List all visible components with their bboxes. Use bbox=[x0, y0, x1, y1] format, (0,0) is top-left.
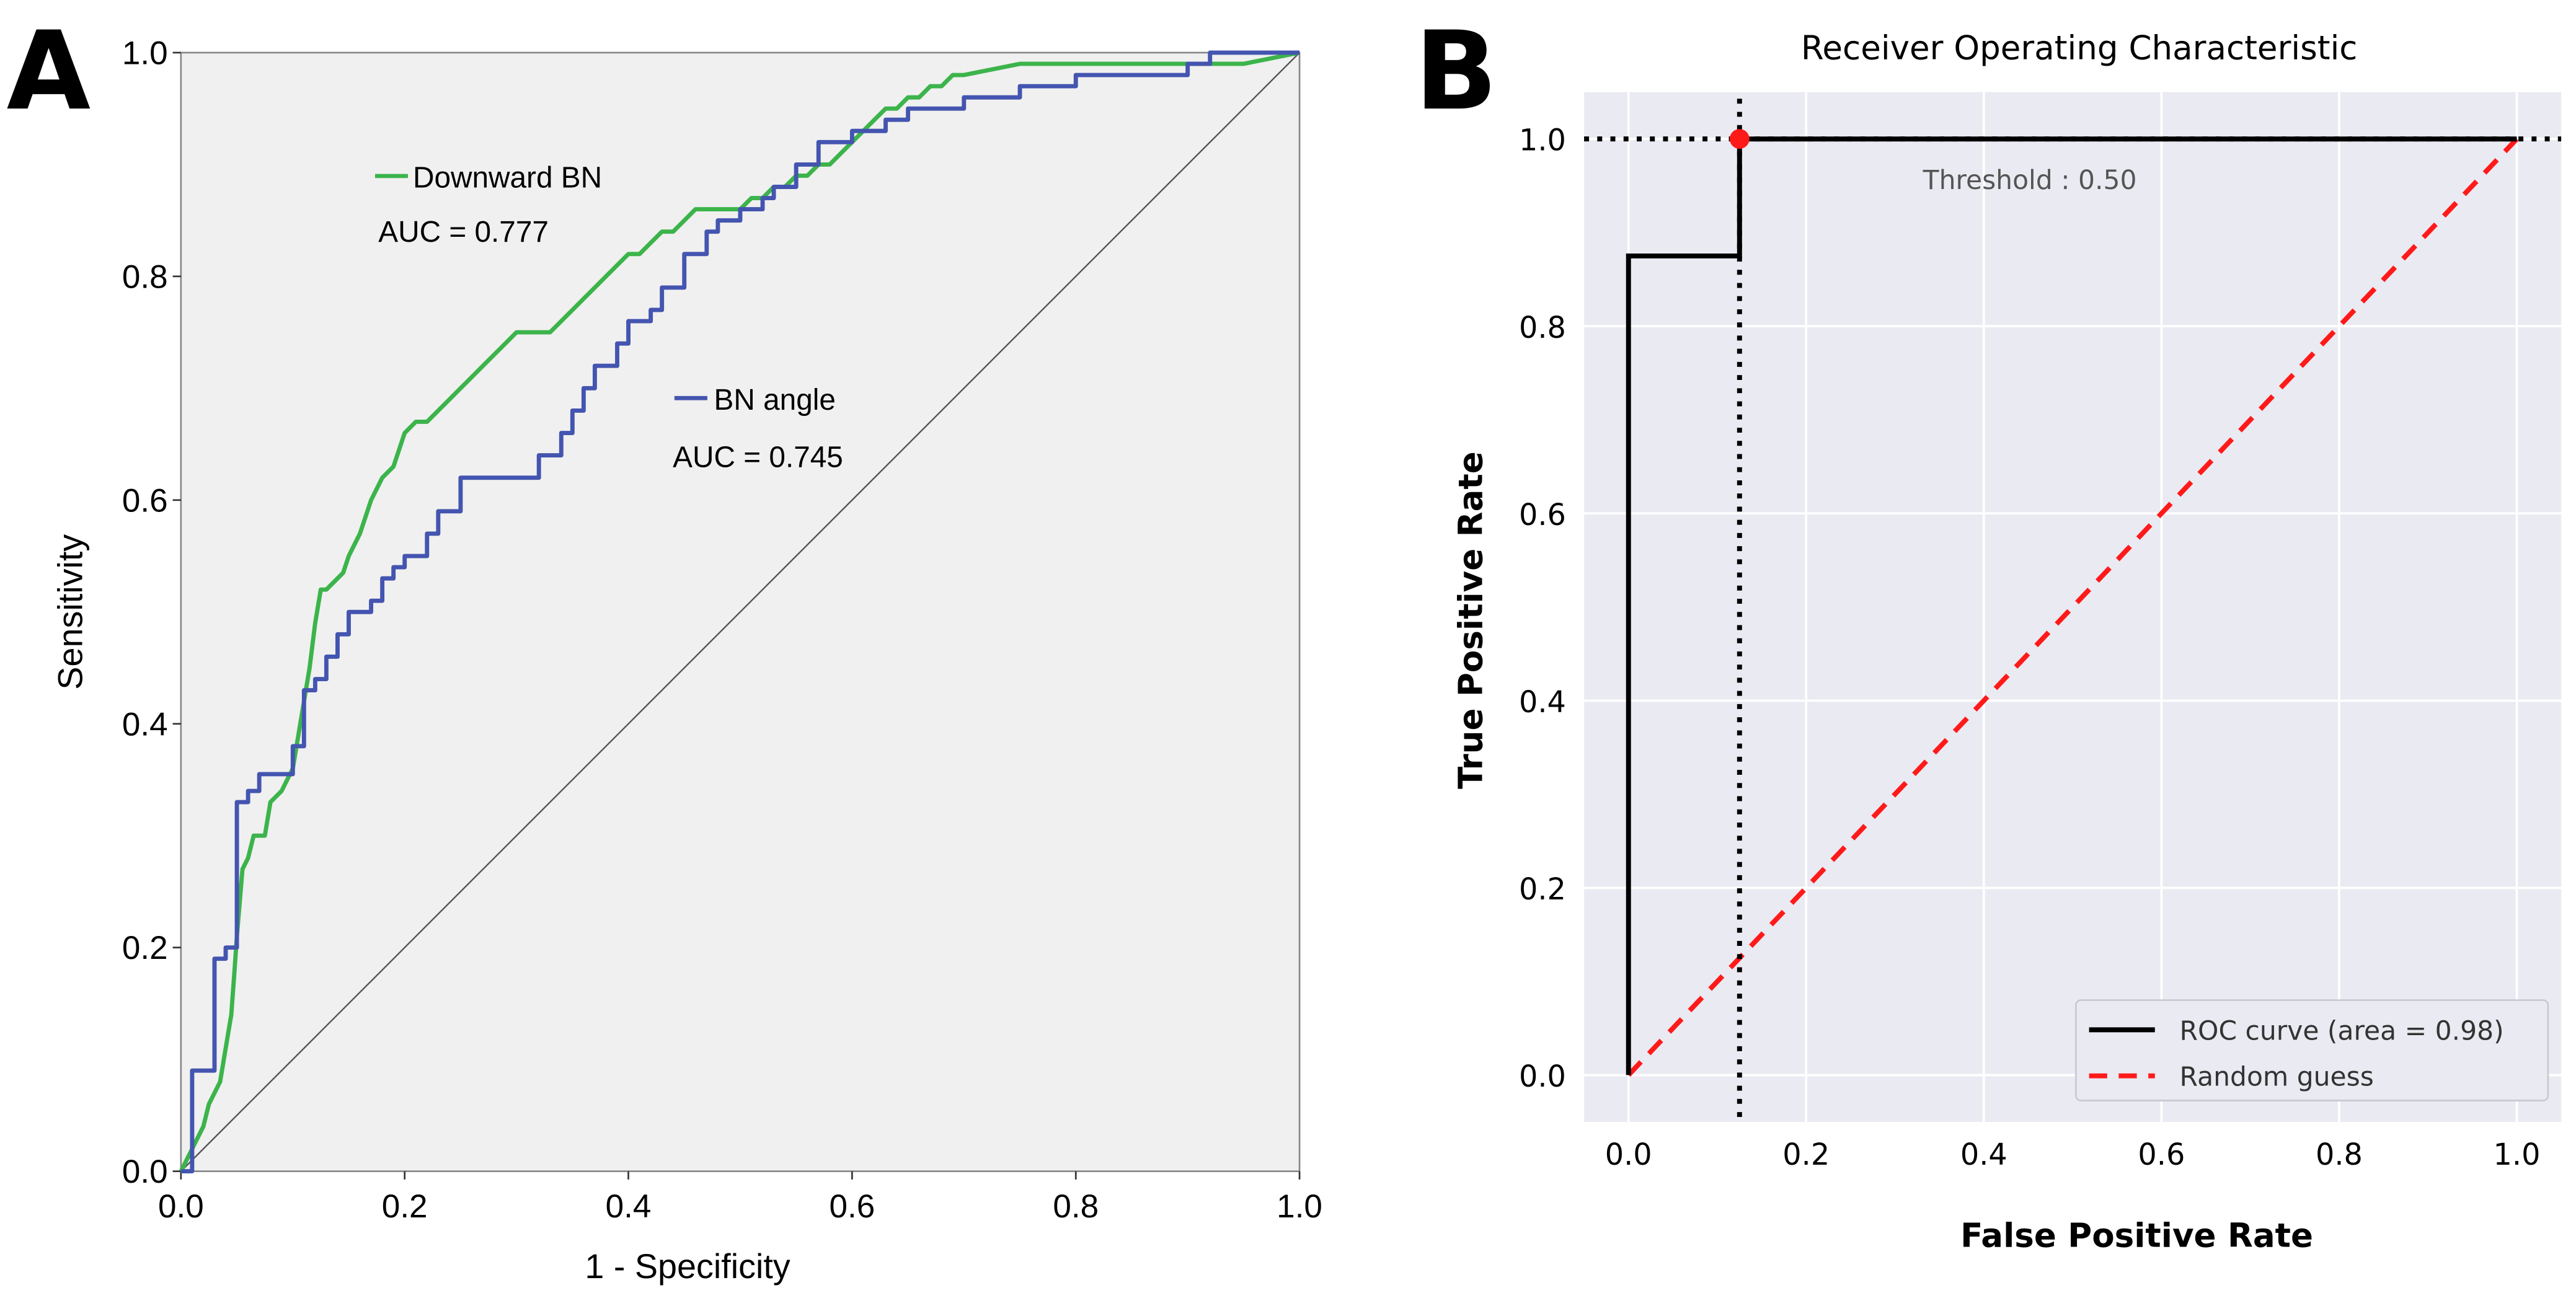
reference-diagonal-a bbox=[180, 52, 1300, 1172]
y-tick-label-a: 0.6 bbox=[122, 482, 168, 519]
y-tick-label-b: 0.2 bbox=[1519, 873, 1566, 907]
legend-label-roc: ROC curve (area = 0.98) bbox=[2180, 1016, 2504, 1046]
y-tick-label-b: 0.4 bbox=[1519, 686, 1566, 720]
threshold-point bbox=[1729, 129, 1750, 149]
y-tick-label-a: 0.0 bbox=[122, 1154, 168, 1190]
x-tick-label-b: 0.4 bbox=[1960, 1138, 2007, 1172]
x-tick-label-b: 0.0 bbox=[1605, 1138, 1652, 1172]
panel-label-a: A bbox=[7, 8, 91, 135]
x-tick-label-b: 1.0 bbox=[2494, 1138, 2541, 1172]
series-group-b bbox=[1626, 136, 2519, 1077]
x-tick-label-a: 0.4 bbox=[606, 1188, 652, 1225]
x-tick-label-b: 0.2 bbox=[1782, 1138, 1830, 1172]
x-axis-ticks-a: 0.0 0.2 0.4 0.6 0.8 1.0 bbox=[158, 1171, 1322, 1225]
legend-box-b bbox=[2075, 999, 2549, 1101]
y-tick-label-a: 0.2 bbox=[122, 930, 168, 966]
threshold-markers-b bbox=[1584, 99, 2562, 1122]
y-tick-label-b: 0.0 bbox=[1519, 1060, 1566, 1094]
y-axis-label-b: True Positive Rate bbox=[1452, 451, 1490, 789]
y-tick-label-a: 0.4 bbox=[122, 706, 168, 743]
panel-a: A 0.0 0.2 0.4 0.6 0.8 1.0 0.00.20.40.60.81.0 … bbox=[7, 8, 1322, 1286]
random-guess-line bbox=[1626, 137, 2519, 1077]
y-tick-label-b: 0.8 bbox=[1519, 311, 1566, 345]
legend-label-bn-angle: BN angle bbox=[714, 384, 836, 417]
roc-line-bn-angle bbox=[180, 50, 1300, 1174]
y-axis-ticks-b: 0.0 0.2 0.4 0.6 0.8 1.0 bbox=[1519, 124, 1566, 1094]
x-axis-label-a: 1 - Specificity bbox=[585, 1247, 790, 1286]
panel-b: B Receiver Operating Characteristic 0.0 0… bbox=[1415, 8, 2562, 1255]
y-axis-label-a: Sensitivity bbox=[51, 534, 90, 690]
roc-curve-line bbox=[1626, 136, 2517, 1075]
y-tick-label-a: 0.8 bbox=[122, 258, 168, 295]
x-tick-label-b: 0.8 bbox=[2316, 1138, 2363, 1172]
legend-b: ROC curve (area = 0.98) Random guess bbox=[2075, 999, 2549, 1101]
roc-line-downward-bn bbox=[179, 50, 1300, 1173]
threshold-label: Threshold : 0.50 bbox=[1923, 165, 2137, 196]
x-axis-label-b: False Positive Rate bbox=[1960, 1217, 2313, 1255]
panel-label-b: B bbox=[1415, 8, 1497, 135]
x-tick-label-a: 0.2 bbox=[382, 1188, 428, 1225]
y-tick-label-b: 1.0 bbox=[1519, 124, 1566, 158]
auc-label-downward-bn: AUC = 0.777 bbox=[378, 216, 549, 249]
x-axis-ticks-b: 0.0 0.2 0.4 0.6 0.8 1.0 bbox=[1605, 1138, 2541, 1172]
y-axis-ticks-a: 0.0 0.2 0.4 0.6 0.8 1.0 bbox=[122, 35, 181, 1190]
legend-label-downward-bn: Downward BN bbox=[413, 162, 602, 195]
auc-label-bn-angle: AUC = 0.745 bbox=[673, 441, 843, 474]
series-group-a bbox=[179, 50, 1300, 1174]
plot-area-b bbox=[1584, 92, 2562, 1122]
legend-label-random: Random guess bbox=[2180, 1062, 2374, 1093]
x-tick-label-a: 1.0 bbox=[1277, 1188, 1322, 1225]
x-tick-label-a: 0.8 bbox=[1053, 1188, 1099, 1225]
chart-title-b: Receiver Operating Characteristic bbox=[1801, 29, 2358, 68]
x-tick-label-b: 0.6 bbox=[2138, 1138, 2185, 1172]
x-tick-label-a: 0.0 bbox=[158, 1188, 204, 1225]
y-tick-label-b: 0.6 bbox=[1519, 498, 1566, 532]
y-tick-label-a: 1.0 bbox=[122, 35, 168, 71]
x-tick-label-a: 0.6 bbox=[830, 1188, 875, 1225]
